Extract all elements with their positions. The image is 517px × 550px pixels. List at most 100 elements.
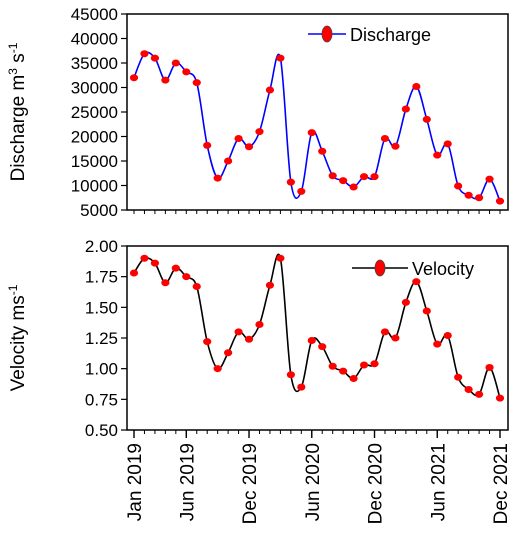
data-point-3 <box>161 76 170 84</box>
data-point-0 <box>129 269 139 277</box>
data-point-7 <box>203 338 212 346</box>
data-point-17 <box>307 336 316 344</box>
data-point-26 <box>401 105 410 113</box>
data-point-21 <box>349 183 358 191</box>
plot-frame <box>126 13 509 211</box>
data-point-8 <box>213 174 222 182</box>
y-tick-label: 1.00 <box>85 360 118 379</box>
data-point-32 <box>464 191 473 199</box>
data-point-1 <box>140 50 149 58</box>
data-point-34 <box>485 175 494 183</box>
y-tick-label: 1.50 <box>85 298 118 317</box>
data-point-10 <box>234 328 243 336</box>
data-point-1 <box>140 254 149 262</box>
data-point-19 <box>328 172 337 180</box>
data-point-28 <box>422 307 431 315</box>
data-point-31 <box>454 182 463 190</box>
data-point-6 <box>192 79 201 87</box>
y-tick-label: 40000 <box>71 30 118 49</box>
y-tick-label: 0.75 <box>85 390 118 409</box>
data-point-18 <box>318 147 327 155</box>
data-point-13 <box>265 281 275 289</box>
x-tick-label: Dec 2020 <box>366 443 387 524</box>
x-tick-label: Jan 2019 <box>125 443 146 521</box>
data-point-13 <box>265 86 275 94</box>
data-point-33 <box>474 194 484 202</box>
data-point-22 <box>359 173 369 181</box>
data-point-9 <box>224 157 233 165</box>
y-tick-label: 20000 <box>71 128 118 147</box>
legend: Discharge <box>308 25 431 45</box>
data-point-23 <box>370 173 379 181</box>
data-point-26 <box>401 298 410 306</box>
data-point-12 <box>255 321 264 329</box>
data-point-9 <box>224 349 233 357</box>
data-point-14 <box>276 54 285 62</box>
data-point-22 <box>359 361 369 369</box>
y-tick-label: 35000 <box>71 54 118 73</box>
y-tick-label: 15000 <box>71 152 118 171</box>
legend-label: Velocity <box>412 259 474 279</box>
data-point-5 <box>182 273 191 281</box>
y-tick-label: 5000 <box>80 201 118 220</box>
data-point-25 <box>391 334 400 342</box>
y-tick-label: 25000 <box>71 103 118 122</box>
panel-velocity: 0.50 0.75 1.00 1.25 1.50 1.75 2.00 Velocity ms-… <box>6 237 512 524</box>
data-point-23 <box>370 360 379 368</box>
legend-marker <box>321 25 333 43</box>
legend: Velocity <box>352 259 474 279</box>
y-tick-label: 0.50 <box>85 421 118 440</box>
legend-marker <box>374 259 386 277</box>
legend-label: Discharge <box>350 25 431 45</box>
data-point-24 <box>380 328 390 336</box>
data-point-8 <box>213 365 222 373</box>
data-point-11 <box>244 335 254 343</box>
x-tick-label: Dec 2021 <box>491 443 512 524</box>
data-point-15 <box>286 371 295 379</box>
data-point-28 <box>422 115 431 123</box>
data-point-11 <box>244 143 254 151</box>
data-point-27 <box>412 278 421 286</box>
data-point-4 <box>171 59 180 67</box>
data-point-20 <box>339 177 348 185</box>
data-point-29 <box>433 340 442 348</box>
y-tick-label: 1.75 <box>85 268 118 287</box>
data-point-21 <box>349 374 358 382</box>
data-point-30 <box>443 332 452 340</box>
data-point-32 <box>464 386 473 394</box>
data-point-14 <box>276 254 285 262</box>
data-point-18 <box>318 343 327 351</box>
data-point-33 <box>474 390 484 398</box>
data-point-12 <box>255 128 264 136</box>
data-point-16 <box>297 187 306 195</box>
x-tick-label: Dec 2019 <box>240 443 261 524</box>
x-tick-label: Jun 2021 <box>428 443 449 521</box>
data-point-27 <box>412 83 421 91</box>
y-tick-label: 30000 <box>71 79 118 98</box>
data-point-7 <box>203 141 212 149</box>
y-tick-label: 2.00 <box>85 237 118 256</box>
data-point-0 <box>129 74 139 82</box>
data-point-4 <box>171 264 180 272</box>
data-point-15 <box>286 178 295 186</box>
data-point-34 <box>485 363 494 371</box>
y-tick-label: 1.25 <box>85 329 118 348</box>
data-point-30 <box>443 140 452 148</box>
data-point-20 <box>339 367 348 375</box>
data-point-31 <box>454 373 463 381</box>
data-point-25 <box>391 142 400 150</box>
data-point-29 <box>433 151 442 159</box>
y-tick-label: 45000 <box>71 5 118 24</box>
y-axis-title: Discharge m3 s-1 <box>6 42 29 181</box>
data-point-19 <box>328 362 337 370</box>
x-tick-label: Jun 2020 <box>303 443 324 521</box>
data-point-2 <box>150 54 160 62</box>
data-point-10 <box>234 134 243 142</box>
data-point-6 <box>192 282 201 290</box>
y-axis-title: Velocity ms-1 <box>6 284 29 391</box>
data-point-3 <box>161 279 170 287</box>
panel-discharge: 5000 10000 15000 20000 25000 30000 35000 40000 4… <box>6 5 509 220</box>
data-point-16 <box>297 383 306 391</box>
data-point-2 <box>150 259 160 267</box>
